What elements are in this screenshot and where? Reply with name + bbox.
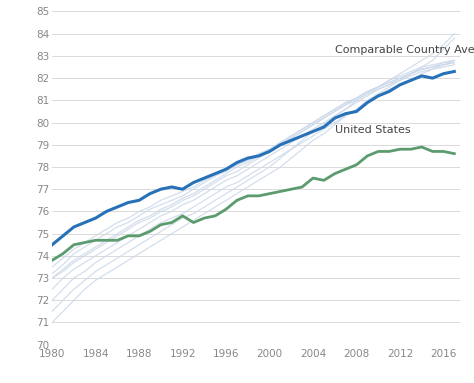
Text: United States: United States	[335, 125, 410, 135]
Text: Comparable Country Average: Comparable Country Average	[335, 45, 474, 55]
